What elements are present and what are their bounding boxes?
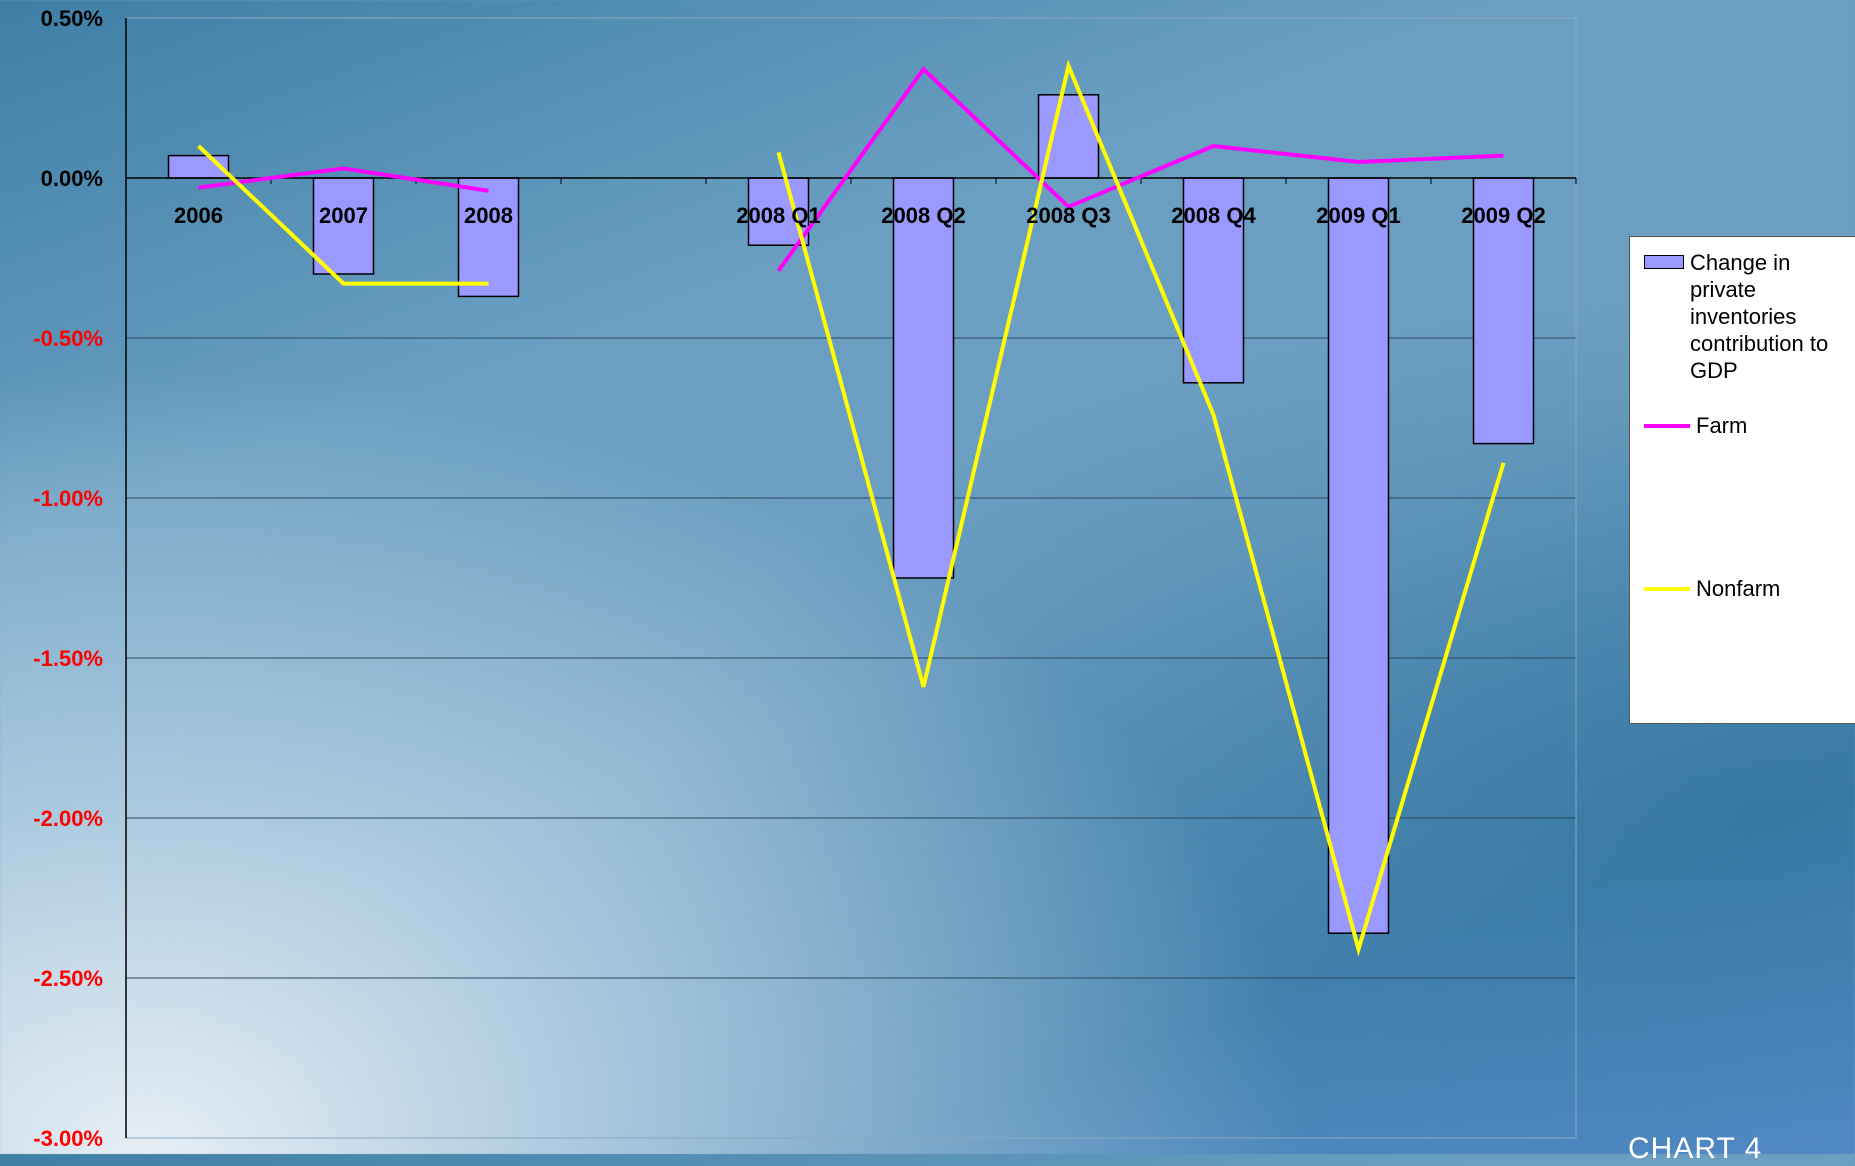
legend: Change in private inventories contributi… xyxy=(1629,236,1855,724)
legend-label: Change in private inventories contributi… xyxy=(1690,250,1829,383)
legend-label: Farm xyxy=(1696,413,1748,438)
y-tick-label: -1.50% xyxy=(33,646,103,671)
legend-swatch-line xyxy=(1644,424,1690,428)
bar xyxy=(1472,177,1535,445)
legend-swatch-line xyxy=(1644,587,1690,591)
bar xyxy=(457,177,520,298)
y-tick-label: -1.00% xyxy=(33,486,103,511)
y-tick-label: 0.00% xyxy=(41,166,103,191)
x-tick-label: 2008 xyxy=(464,203,513,228)
bar xyxy=(1327,177,1390,934)
lines xyxy=(197,59,1506,957)
legend-item-inventories: Change in private inventories contributi… xyxy=(1644,249,1855,384)
bar xyxy=(892,177,955,579)
bars xyxy=(167,94,1535,934)
x-tick-label: 2008 Q1 xyxy=(736,203,820,228)
x-tick-label: 2008 Q4 xyxy=(1171,203,1256,228)
legend-label: Nonfarm xyxy=(1696,576,1781,601)
series-line-farm xyxy=(776,66,1504,272)
y-tick-label: -2.00% xyxy=(33,806,103,831)
bar xyxy=(312,177,375,275)
series-line-farm xyxy=(198,166,489,193)
labels: 0.50% 0.00% -0.50% -1.00% -1.50% -2.00% -2.50%… xyxy=(33,6,1545,1151)
x-tick-label: 2009 Q1 xyxy=(1316,203,1400,228)
x-tick-label: 2007 xyxy=(319,203,368,228)
x-tick-label: 2006 xyxy=(174,203,223,228)
bar xyxy=(1037,94,1100,179)
y-tick-label: -0.50% xyxy=(33,326,103,351)
series-line-nonfarm xyxy=(197,144,489,286)
bar xyxy=(1182,177,1245,384)
bar xyxy=(747,177,810,246)
x-tick-label: 2008 Q2 xyxy=(881,203,965,228)
legend-item-nonfarm: Nonfarm xyxy=(1644,575,1855,602)
legend-swatch-bar xyxy=(1644,255,1684,269)
legend-item-farm: Farm xyxy=(1644,412,1855,439)
y-tick-label: 0.50% xyxy=(41,6,103,31)
x-tick-label: 2008 Q3 xyxy=(1026,203,1110,228)
chart-footer-label: CHART 4 xyxy=(1628,1132,1763,1165)
y-tick-label: -3.00% xyxy=(33,1126,103,1151)
series-line-nonfarm xyxy=(776,59,1506,957)
x-tick-label: 2009 Q2 xyxy=(1461,203,1545,228)
y-tick-label: -2.50% xyxy=(33,966,103,991)
